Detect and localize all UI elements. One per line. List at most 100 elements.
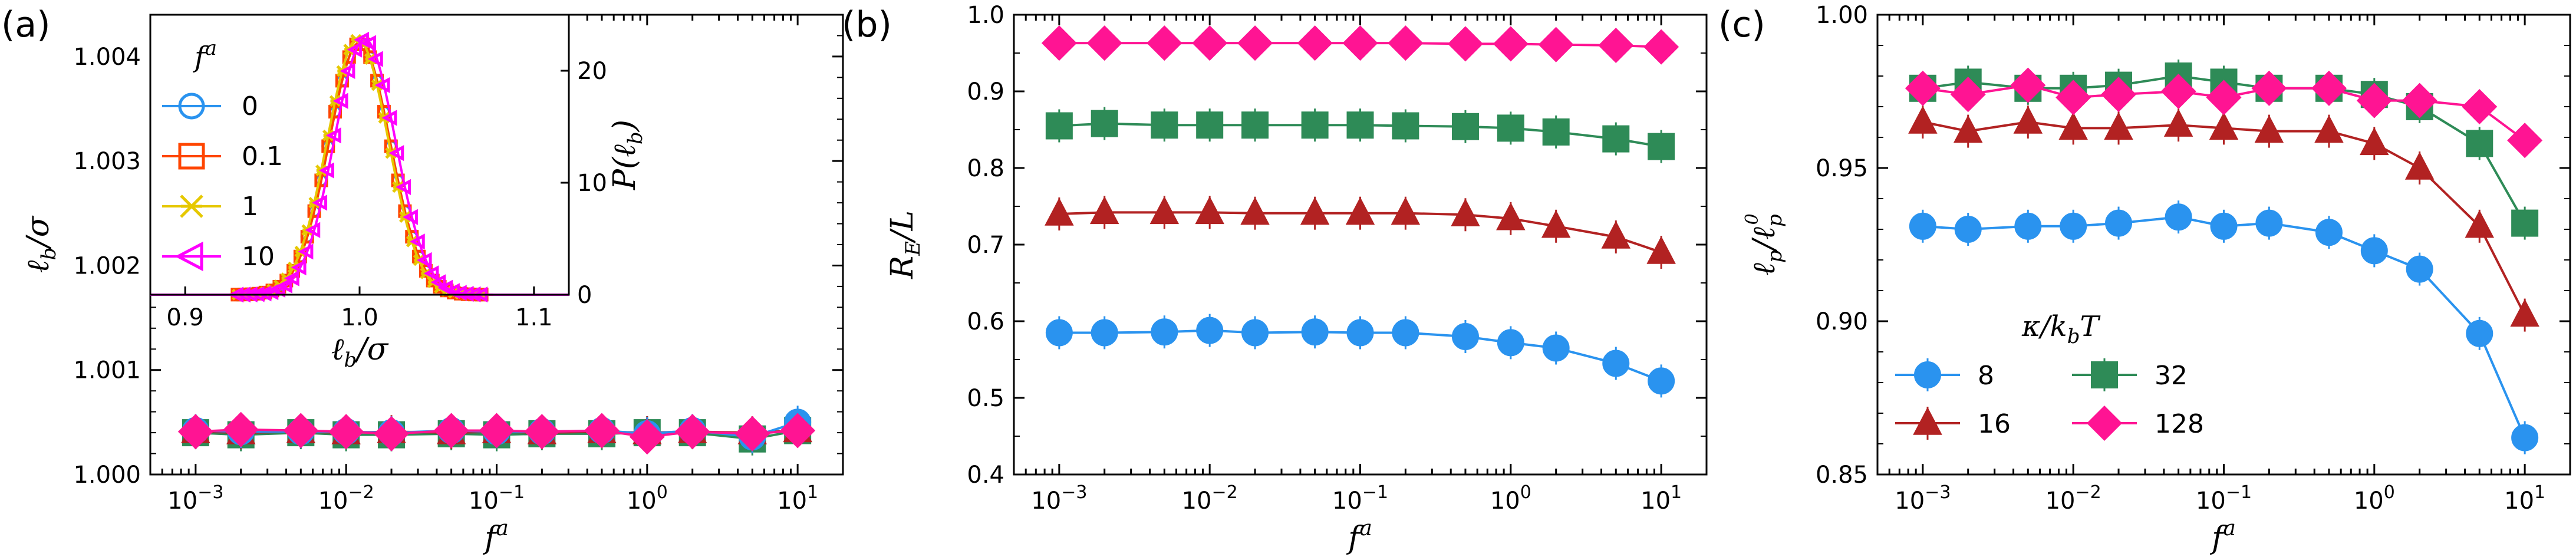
panel-1: (a)10−3 10−2 10−1 100 1011.0001.0011.0021.00… [1,4,844,556]
data-point [283,413,319,449]
x-tick-label: 100 [1490,482,1531,515]
y-tick-label: 1.001 [73,357,141,384]
inset-y-tick-label: 10 [577,170,607,197]
series-8 [1909,200,2539,454]
x-tick-label-base: 10 [627,487,657,515]
inset-point [312,195,328,211]
inset-x-label: ℓb/σ [331,332,389,372]
inset-point [403,209,418,225]
data-point [1954,216,1982,243]
y-tick-label: 0.6 [967,308,1004,335]
series-128 [177,411,816,455]
data-point [1196,111,1224,139]
data-point [1905,70,1941,106]
panel-label: (c) [1718,4,1765,45]
legend-label: 16 [1978,409,2011,439]
data-point [1598,27,1634,64]
data-point [2404,151,2435,180]
x-tick-label-exponent: −3 [197,482,223,503]
x-tick-label-base: 10 [1182,487,1212,515]
data-point [734,416,770,451]
y-axis-label-part: ℓ [1747,263,1782,276]
data-point [2206,80,2242,116]
data-point [1497,114,1524,142]
data-point [2315,219,2343,246]
data-point [1451,198,1480,226]
inset-point [284,270,299,286]
x-axis-label: fa [1346,516,1372,556]
data-point [1041,25,1077,61]
data-point [2055,80,2091,116]
panel-label: (b) [842,4,892,45]
inset-legend-marker [178,143,205,170]
inset-legend-marker [178,93,205,120]
data-point [1086,25,1122,61]
x-tick-label: 100 [2354,482,2395,515]
legend-title-part: T [2080,310,2101,343]
inset-point [381,110,397,126]
x-tick-label-base: 10 [2504,487,2534,515]
data-point [584,413,620,449]
y-axis-label: ℓb/σ [21,215,61,273]
legend-marker [1914,361,1941,388]
inset-legend-label: 1 [242,192,258,222]
data-point [2360,127,2389,156]
data-point [1643,29,1679,65]
y-tick-label: 0.8 [967,155,1004,182]
inset-x-tick-label: 1.0 [341,304,378,331]
legend-title: κ/kbT [2021,310,2101,348]
inset-legend-title-sup: a [205,37,217,60]
data-point [524,414,560,450]
data-point [2013,106,2043,134]
x-tick-label-exponent: −2 [2076,482,2101,503]
y-axis-label-part: 0 [1742,213,1763,225]
y-tick-label: 0.90 [1816,308,1868,335]
data-point [177,414,213,450]
data-point [1542,118,1570,146]
data-point [1542,334,1570,362]
x-tick-label-base: 10 [1895,487,1925,515]
data-point [1147,25,1182,61]
data-point [1646,236,1676,264]
inset-point [396,179,411,195]
data-point [1950,77,1986,113]
y-axis-label-part: /ℓ [1747,227,1782,253]
legend-label: 32 [2155,361,2188,391]
data-point [1237,25,1273,61]
data-point [433,413,469,449]
x-tick-label-base: 10 [2354,487,2384,515]
inset-point [416,252,432,268]
data-point [1451,323,1479,350]
x-tick-label-base: 10 [1332,487,1362,515]
series-16 [1908,106,2539,332]
data-point [2510,299,2539,327]
data-point [2210,212,2238,240]
inset-legend-marker [174,241,203,272]
data-point [1192,25,1228,61]
inset-point [367,51,383,67]
data-point [2058,111,2088,140]
y-tick-label: 1.003 [73,148,141,175]
inset-y-label: P(ℓb) [607,120,647,190]
inset-legend-marker [180,195,203,218]
data-point [223,411,259,447]
inset-point [277,277,292,294]
inset-x-tick-label: 0.9 [166,304,204,331]
x-tick-label: 101 [2504,482,2545,515]
legend-label: 8 [1978,361,1994,391]
y-axis-label-part: p [1763,214,1787,227]
data-point [2462,88,2498,125]
data-point [2165,203,2192,231]
data-point [1953,115,1983,143]
data-point [2465,210,2495,238]
x-tick-label-base: 10 [318,487,348,515]
inset-legend-label: 0 [242,91,258,121]
axes-frame [1876,14,2571,476]
axes-frame [1013,14,1708,476]
x-tick-label-base: 10 [777,487,807,515]
y-axis-label-group: RE/L [885,210,925,279]
data-point [1909,212,1936,240]
data-point [1091,110,1118,137]
panel-2: (b)10−3 10−2 10−1 100 1010.40.50.60.70.80.91… [842,2,1708,556]
